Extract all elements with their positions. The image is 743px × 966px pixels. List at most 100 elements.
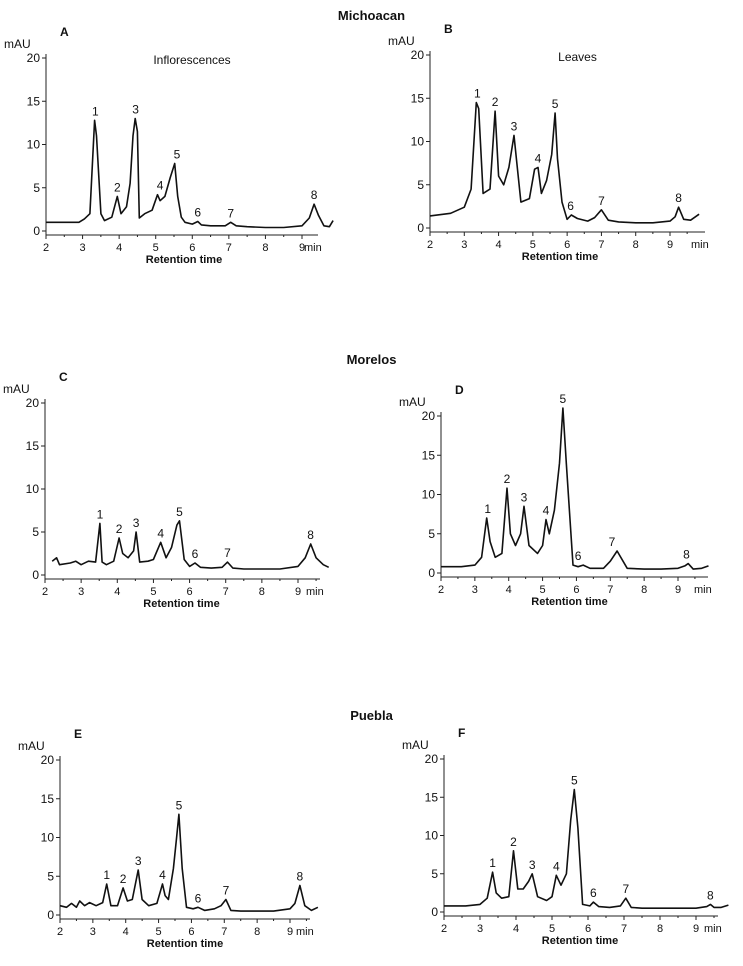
peak-label-8: 8	[675, 191, 682, 205]
y-tick-label: 0	[428, 566, 435, 580]
x-tick-label: 4	[496, 239, 502, 251]
x-axis-title: Retention time	[542, 935, 618, 947]
peak-label-7: 7	[609, 535, 616, 549]
x-tick-label: 8	[262, 242, 268, 254]
x-tick-label: 4	[123, 926, 129, 938]
peak-label-2: 2	[116, 522, 123, 536]
y-axis-title: mAU	[399, 395, 426, 409]
peak-label-6: 6	[195, 891, 202, 905]
peak-label-6: 6	[567, 199, 574, 213]
y-tick-label: 5	[417, 178, 424, 192]
peak-label-1: 1	[97, 507, 104, 521]
chromatogram-trace	[46, 117, 334, 229]
x-tick-label: 6	[189, 242, 195, 254]
y-tick-label: 15	[41, 792, 55, 806]
x-unit-label: min	[306, 586, 324, 598]
x-tick-label: 2	[43, 242, 49, 254]
x-tick-label: 9	[299, 242, 305, 254]
x-tick-label: 6	[187, 586, 193, 598]
x-unit-label: min	[704, 923, 722, 935]
y-tick-label: 0	[417, 221, 424, 235]
peak-label-8: 8	[707, 888, 714, 902]
x-tick-label: 7	[607, 584, 613, 596]
chromatogram-trace	[429, 101, 700, 224]
x-axis-title: Retention time	[143, 598, 219, 610]
y-tick-label: 10	[425, 829, 439, 843]
x-tick-label: 7	[223, 586, 229, 598]
x-tick-label: 5	[530, 239, 536, 251]
chromatogram-trace	[444, 788, 729, 910]
y-tick-label: 0	[431, 905, 438, 919]
x-unit-label: min	[296, 926, 314, 938]
y-tick-label: 5	[428, 527, 435, 541]
y-tick-label: 20	[425, 752, 439, 766]
y-tick-label: 5	[431, 867, 438, 881]
x-tick-label: 4	[116, 242, 122, 254]
x-tick-label: 6	[188, 926, 194, 938]
x-tick-label: 2	[57, 926, 63, 938]
tissue-label: Inflorescences	[153, 53, 230, 67]
peak-label-8: 8	[297, 870, 304, 884]
peak-label-6: 6	[590, 886, 597, 900]
peak-label-4: 4	[535, 151, 542, 165]
peak-label-7: 7	[227, 206, 234, 220]
x-tick-label: 9	[693, 923, 699, 935]
x-tick-label: 9	[675, 584, 681, 596]
x-axis-title: Retention time	[147, 938, 223, 950]
tissue-label: Leaves	[558, 50, 597, 64]
peak-label-4: 4	[543, 504, 550, 518]
peak-label-5: 5	[571, 774, 578, 788]
peak-label-7: 7	[223, 884, 230, 898]
peak-label-2: 2	[504, 472, 511, 486]
peak-label-2: 2	[120, 872, 127, 886]
peak-label-5: 5	[560, 392, 567, 406]
x-tick-label: 2	[42, 586, 48, 598]
x-tick-label: 8	[254, 926, 260, 938]
peak-label-1: 1	[92, 104, 99, 118]
x-tick-label: 4	[513, 923, 519, 935]
y-tick-label: 10	[41, 831, 55, 845]
peak-label-6: 6	[575, 549, 582, 563]
x-tick-label: 7	[598, 239, 604, 251]
panel-label: C	[59, 370, 68, 384]
y-tick-label: 15	[425, 790, 439, 804]
x-tick-label: 7	[621, 923, 627, 935]
peak-label-8: 8	[307, 528, 314, 542]
chromatogram-trace	[51, 519, 330, 570]
peak-label-5: 5	[552, 97, 559, 111]
panel-label: F	[458, 726, 465, 740]
x-tick-label: 8	[259, 586, 265, 598]
x-tick-label: 6	[573, 584, 579, 596]
panel-label: A	[60, 25, 69, 39]
peak-label-3: 3	[135, 854, 142, 868]
x-tick-label: 8	[633, 239, 639, 251]
x-tick-label: 4	[114, 586, 120, 598]
y-tick-label: 20	[411, 48, 425, 62]
x-tick-label: 3	[477, 923, 483, 935]
y-tick-label: 15	[422, 448, 436, 462]
x-tick-label: 7	[221, 926, 227, 938]
x-tick-label: 8	[657, 923, 663, 935]
y-tick-label: 5	[32, 525, 39, 539]
x-tick-label: 5	[150, 586, 156, 598]
x-tick-label: 3	[461, 239, 467, 251]
panel-label: D	[455, 383, 464, 397]
x-axis-title: Retention time	[146, 254, 222, 266]
x-tick-label: 3	[472, 584, 478, 596]
peak-label-1: 1	[489, 856, 496, 870]
peak-label-4: 4	[157, 526, 164, 540]
y-axis-title: mAU	[388, 34, 415, 48]
x-unit-label: min	[304, 242, 322, 254]
y-tick-label: 10	[27, 138, 41, 152]
peak-label-1: 1	[474, 87, 481, 101]
peak-label-6: 6	[194, 205, 201, 219]
x-tick-label: 2	[441, 923, 447, 935]
x-tick-label: 2	[427, 239, 433, 251]
y-tick-label: 10	[422, 488, 436, 502]
